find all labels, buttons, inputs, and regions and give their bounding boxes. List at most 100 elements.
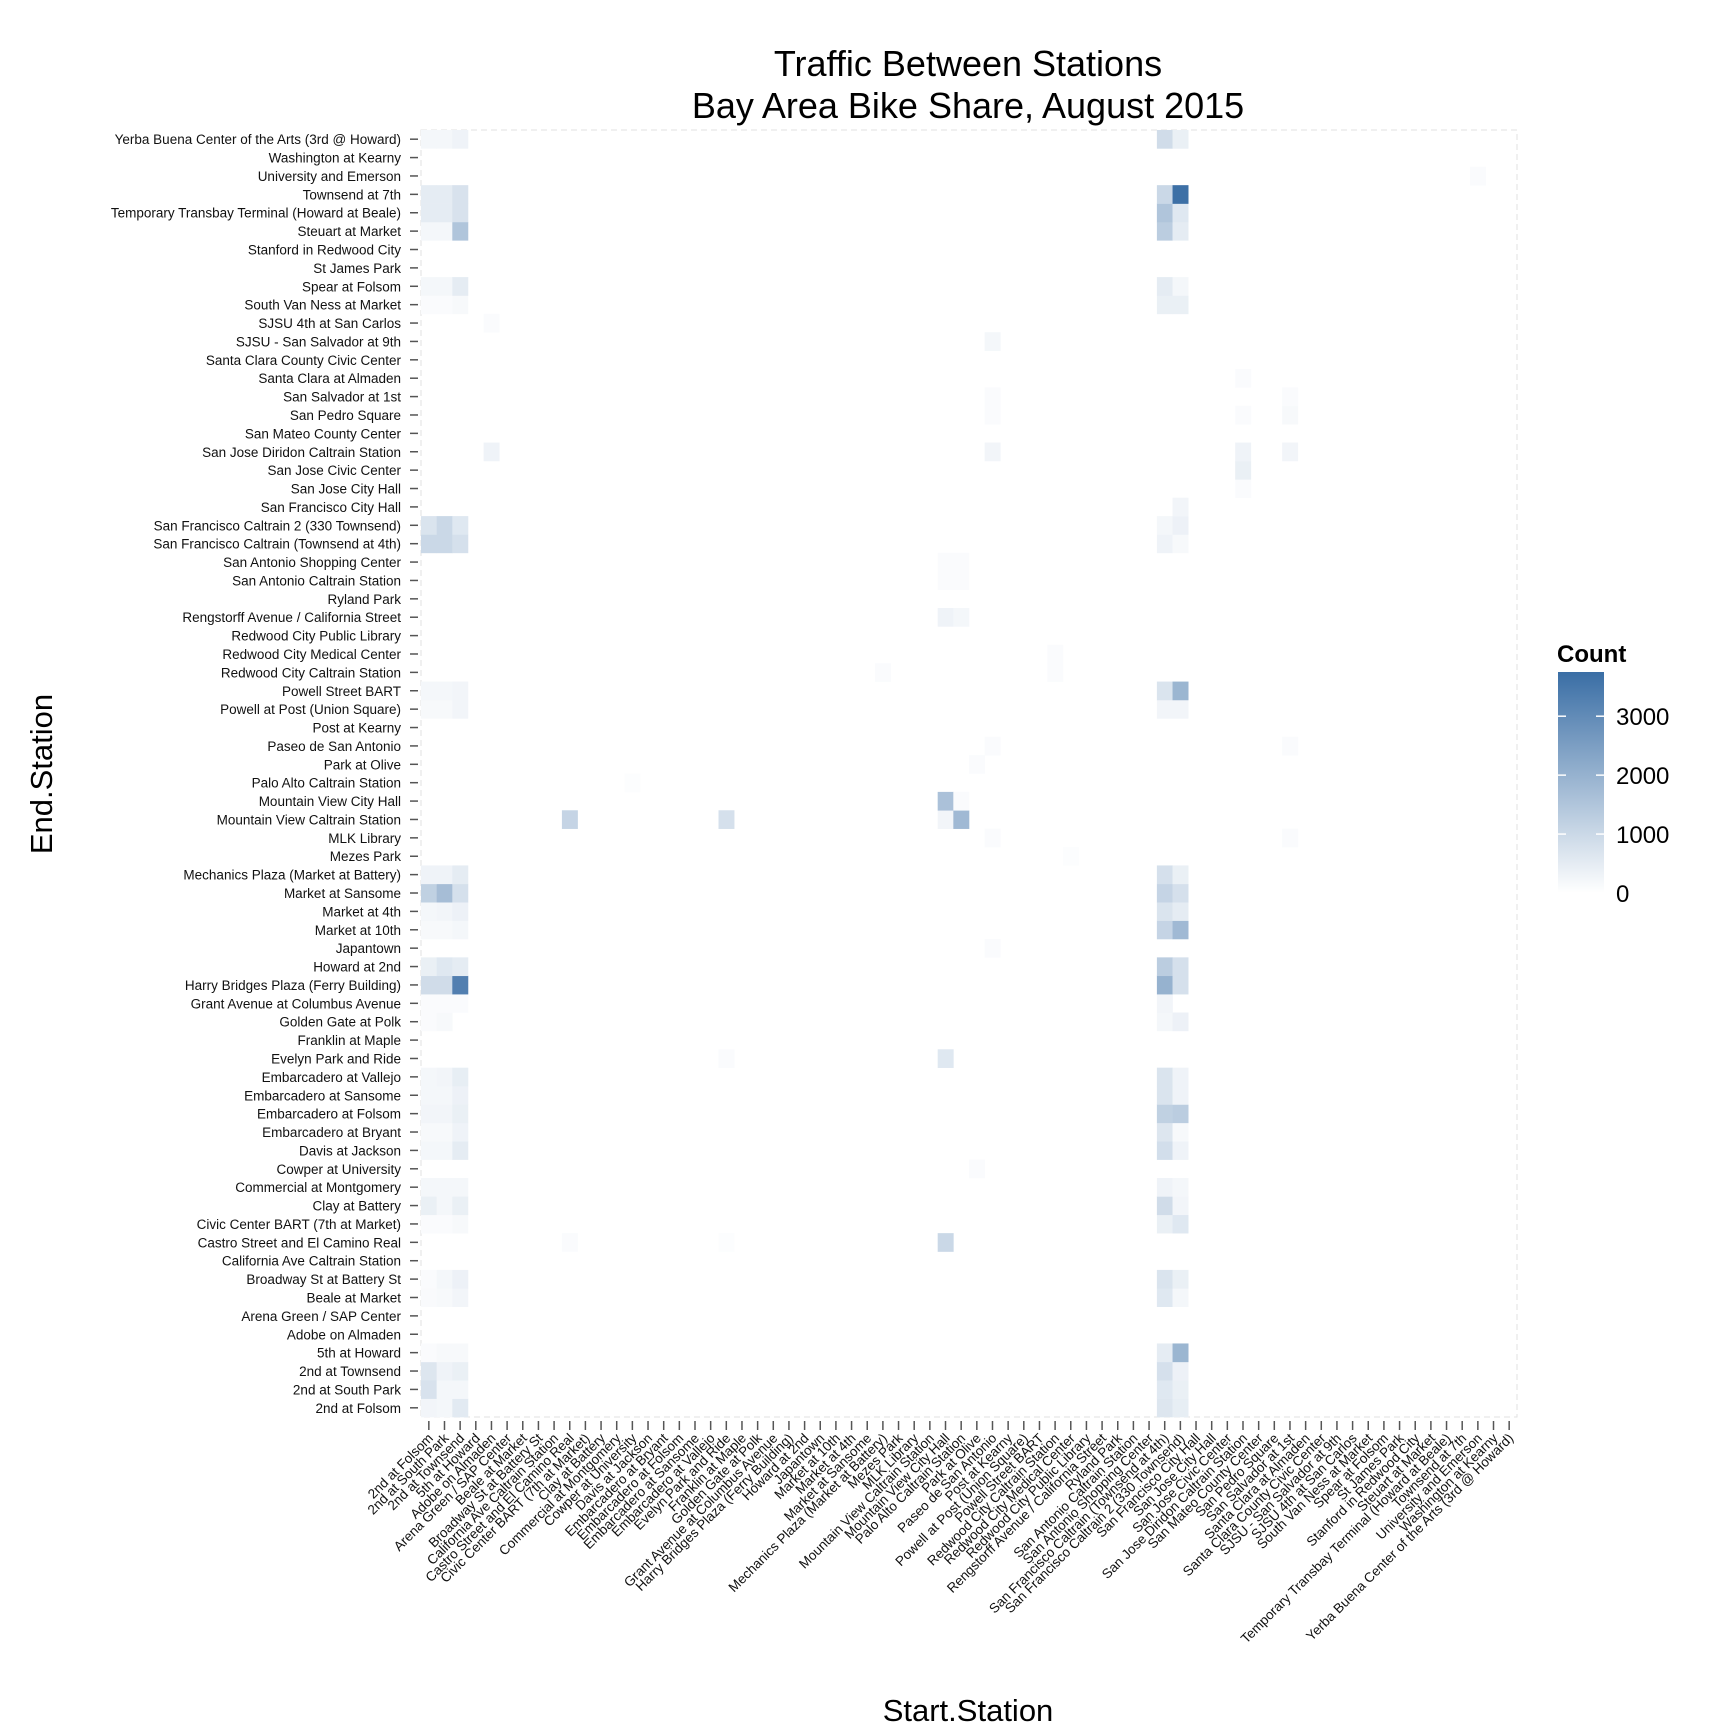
y-tick-label: 5th at Howard: [317, 1346, 401, 1361]
heatmap-cell: [1156, 1196, 1173, 1216]
y-tick-label: SJSU - San Salvador at 9th: [236, 334, 401, 349]
heatmap-cell: [421, 994, 437, 1013]
heatmap-cell: [421, 1380, 437, 1399]
y-tick-label: Grant Avenue at Columbus Avenue: [191, 996, 401, 1011]
heatmap-cell: [1172, 1196, 1189, 1216]
heatmap-cell: [1156, 883, 1173, 903]
heatmap-cell: [421, 221, 437, 241]
heatmap-cell: [1235, 460, 1252, 480]
heatmap-cell: [452, 203, 469, 223]
y-tick-label: Golden Gate at Polk: [279, 1015, 401, 1030]
heatmap-cell: [1172, 497, 1189, 517]
heatmap-cell: [452, 1380, 469, 1399]
heatmap-cell: [436, 203, 453, 223]
heatmap-cell: [436, 1343, 453, 1363]
heatmap-cell: [436, 902, 453, 921]
legend-tick-label: 1000: [1616, 822, 1669, 849]
y-axis: 2nd at Folsom 2nd at South Park 2nd at Tow…: [111, 132, 418, 1416]
y-tick-label: Beale at Market: [306, 1290, 401, 1305]
heatmap-cell: [436, 185, 453, 204]
y-axis-title: End.Station: [24, 694, 59, 854]
heatmap-cell: [436, 1067, 453, 1087]
heatmap-cell: [984, 387, 1001, 407]
y-tick-label: Powell Street BART: [282, 684, 401, 699]
y-tick-label: Commercial at Montgomery: [235, 1180, 401, 1195]
heatmap-cell: [421, 1288, 437, 1307]
heatmap-cell: [436, 1086, 453, 1105]
y-tick-label: Redwood City Medical Center: [222, 647, 401, 662]
heatmap-cell: [421, 902, 437, 921]
heatmap-cell: [436, 534, 453, 554]
heatmap-cell: [718, 1049, 735, 1068]
y-tick-label: Davis at Jackson: [299, 1143, 401, 1158]
heatmap-cell: [452, 975, 469, 995]
y-tick-label: San Pedro Square: [290, 408, 401, 423]
y-tick-label: Yerba Buena Center of the Arts (3rd @ Ho…: [115, 132, 401, 147]
heatmap-cell: [1156, 865, 1173, 885]
heatmap-cell: [421, 1177, 437, 1197]
legend-title: Count: [1557, 641, 1626, 668]
heatmap-cells: [421, 130, 1486, 1418]
heatmap-cell: [483, 313, 500, 333]
heatmap-cell: [452, 957, 469, 977]
y-tick-label: Stanford in Redwood City: [248, 243, 401, 258]
heatmap-cell: [452, 295, 469, 315]
heatmap-cell: [436, 516, 453, 535]
heatmap-cell: [1156, 1177, 1173, 1197]
y-tick-label: Embarcadero at Vallejo: [262, 1070, 401, 1085]
heatmap-cell: [1156, 1288, 1173, 1307]
heatmap-cell: [1282, 828, 1299, 848]
y-tick-label: Temporary Transbay Terminal (Howard at B…: [111, 206, 401, 221]
heatmap-cell: [452, 516, 469, 535]
heatmap-cell: [452, 1398, 469, 1418]
heatmap-cell: [1172, 1067, 1189, 1087]
heatmap-cell: [1172, 130, 1189, 149]
heatmap-cell: [452, 1122, 469, 1142]
heatmap-cell: [1156, 1361, 1173, 1381]
heatmap-cell: [421, 699, 437, 719]
heatmap-cell: [452, 920, 469, 940]
heatmap-cell: [984, 736, 1001, 756]
heatmap-cell: [1156, 681, 1173, 701]
y-tick-label: Cowper at University: [276, 1162, 401, 1177]
heatmap-cell: [1156, 920, 1173, 940]
chart-title-line1: Traffic Between Stations: [774, 43, 1162, 84]
heatmap-cell: [718, 1233, 735, 1252]
heatmap-cell: [1156, 1214, 1173, 1234]
heatmap-cell: [969, 755, 985, 774]
heatmap-cell: [1172, 1398, 1189, 1418]
heatmap-cell: [452, 1196, 469, 1216]
y-tick-label: Market at 4th: [322, 904, 401, 919]
y-tick-label: Rengstorff Avenue / California Street: [182, 610, 401, 625]
y-tick-label: Paseo de San Antonio: [267, 739, 401, 754]
y-tick-label: 2nd at Folsom: [315, 1401, 401, 1416]
heatmap-cell: [436, 1361, 453, 1381]
heatmap-cell: [937, 1233, 954, 1252]
legend-tick-label: 3000: [1616, 704, 1669, 731]
heatmap-cell: [436, 1141, 453, 1160]
y-tick-label: California Ave Caltrain Station: [222, 1254, 401, 1269]
heatmap-cell: [1156, 221, 1173, 241]
heatmap-cell: [1156, 1104, 1173, 1124]
heatmap-cell: [1156, 277, 1173, 296]
heatmap-cell: [1172, 883, 1189, 903]
heatmap-cell: [421, 957, 437, 977]
y-tick-label: San Salvador at 1st: [283, 390, 401, 405]
heatmap-cell: [937, 791, 954, 811]
heatmap-cell: [452, 994, 469, 1013]
heatmap-cell: [1172, 1086, 1189, 1105]
heatmap-cell: [421, 1122, 437, 1142]
heatmap-cell: [436, 295, 453, 315]
y-tick-label: Market at 10th: [315, 923, 401, 938]
heatmap-cell: [1047, 644, 1064, 664]
heatmap-cell: [436, 130, 453, 149]
heatmap-cell: [1172, 699, 1189, 719]
heatmap-cell: [452, 130, 469, 149]
heatmap-cell: [1156, 295, 1173, 315]
y-tick-label: Mountain View City Hall: [259, 794, 401, 809]
heatmap-cell: [1172, 1343, 1189, 1363]
heatmap-cell: [1172, 295, 1189, 315]
heatmap-cell: [421, 975, 437, 995]
heatmap-cell: [1172, 1269, 1189, 1289]
